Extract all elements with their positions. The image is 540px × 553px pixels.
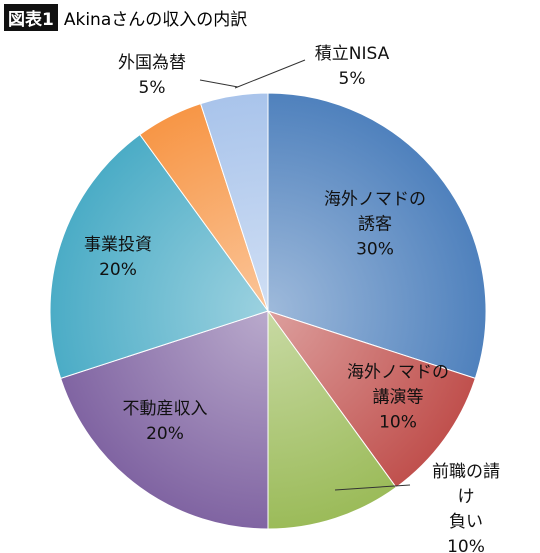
- category-label: 積立NISA: [314, 44, 390, 64]
- leader-line: [199, 79, 239, 88]
- value-label: 10%: [447, 537, 485, 553]
- leader-line: [234, 59, 306, 89]
- header: 図表1 Akinaさんの収入の内訳: [4, 4, 247, 31]
- slice-label: 事業投資 20%: [84, 233, 152, 283]
- pie-slice: [200, 92, 269, 312]
- value-label: 5%: [138, 78, 166, 98]
- category-label: 海外ノマドの 誘客: [324, 189, 426, 235]
- value-label: 20%: [99, 260, 137, 280]
- slice-label: 海外ノマドの 講演等 10%: [347, 361, 449, 436]
- slice-label: 不動産収入 20%: [123, 397, 208, 447]
- leader-line: [334, 484, 411, 491]
- pie-slice: [266, 310, 476, 489]
- chart-title: Akinaさんの収入の内訳: [63, 10, 248, 30]
- pie-slice: [49, 133, 269, 379]
- pie-slice: [60, 310, 269, 530]
- value-label: 30%: [356, 239, 394, 260]
- slice-label: 前職の請け 負い 10%: [429, 460, 503, 553]
- value-label: 10%: [379, 412, 417, 433]
- slice-label: 外国為替 5%: [118, 51, 186, 101]
- figure-label: 図表1: [4, 4, 58, 31]
- pie-slice: [267, 309, 397, 530]
- category-label: 海外ノマドの 講演等: [347, 362, 449, 408]
- value-label: 5%: [338, 69, 366, 89]
- slice-label: 積立NISA 5%: [315, 42, 389, 92]
- category-label: 外国為替: [118, 53, 186, 73]
- pie-slice: [267, 92, 487, 379]
- category-label: 不動産収入: [122, 399, 208, 419]
- category-label: 前職の請け 負い: [432, 462, 500, 532]
- slice-label: 海外ノマドの 誘客 30%: [324, 188, 426, 263]
- value-label: 20%: [146, 424, 184, 444]
- category-label: 事業投資: [84, 235, 152, 255]
